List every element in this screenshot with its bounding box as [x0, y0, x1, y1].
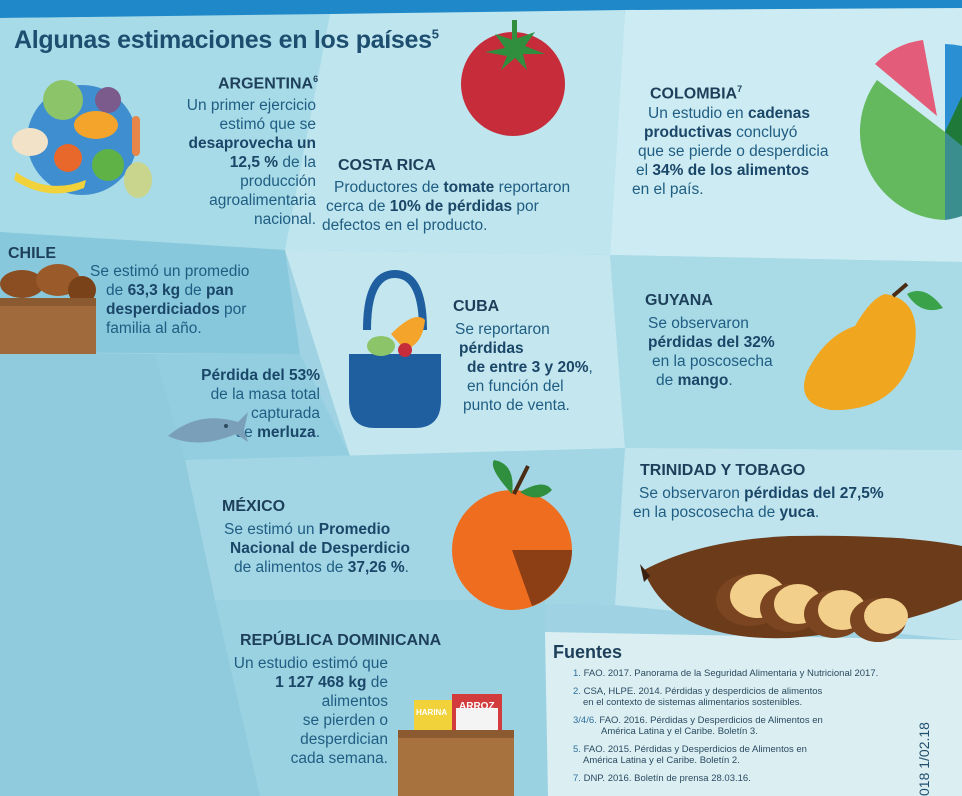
source-item: 5. FAO. 2015. Pérdidas y Desperdicios de… — [573, 743, 807, 767]
costa-rica-text: Productores de tomate reportaron cerca d… — [322, 179, 571, 234]
cuba-name: CUBA — [453, 298, 500, 315]
dominicana-name: REPÚBLICA DOMINICANA — [240, 632, 442, 649]
pie-chart-icon — [859, 40, 962, 220]
fish-icon — [168, 412, 248, 443]
mango-icon — [804, 282, 943, 411]
trinidad-name: TRINIDAD Y TOBAGO — [640, 462, 806, 479]
bread-basket-icon — [0, 264, 96, 354]
source-item: 1. FAO. 2017. Panorama de la Seguridad A… — [573, 668, 879, 679]
guyana-text: Se observaron pérdidas del 32% en la pos… — [648, 315, 775, 389]
tomato-icon — [461, 20, 565, 136]
side-date-text: 018 1/02.18 — [916, 722, 932, 796]
harina-label: HARINA — [416, 708, 448, 717]
argentina-text: Un primer ejercicio estimó que se desapr… — [186, 97, 316, 228]
chile-merluza-text: Pérdida del 53% de la masa total captura… — [201, 367, 320, 441]
source-item: 3/4/6. FAO. 2016. Pérdidas y Desperdicio… — [573, 714, 823, 738]
sources-title: Fuentes — [553, 642, 623, 662]
chile-name: CHILE — [8, 245, 56, 262]
chile-text: Se estimó un promedio de 63,3 kg de pan … — [90, 263, 250, 337]
mexico-text: Se estimó un Promedio Nacional de Desper… — [224, 521, 411, 576]
colombia-name: COLOMBIA7 — [650, 84, 743, 103]
argentina-name: ARGENTINA6 — [218, 74, 319, 93]
mexico-name: MÉXICO — [222, 498, 286, 515]
page-title: Algunas estimaciones en los países5 — [14, 26, 439, 54]
arroz-label: ARROZ — [459, 701, 495, 712]
trinidad-text: Se observaron pérdidas del 27,5% en la p… — [633, 485, 884, 521]
cassava-icon — [640, 535, 962, 642]
food-globe-icon — [12, 80, 152, 198]
dominicana-text: Un estudio estimó que 1 127 468 kg de al… — [233, 655, 388, 767]
orange-icon — [452, 460, 572, 610]
source-item: 7. DNP. 2016. Boletín de prensa 28.03.16… — [573, 772, 751, 784]
shopping-bag-icon — [349, 270, 441, 428]
costa-rica-name: COSTA RICA — [338, 157, 436, 174]
guyana-name: GUYANA — [645, 292, 713, 309]
colombia-text: Un estudio en cadenas productivas conclu… — [632, 105, 829, 198]
cuba-text: Se reportaron pérdidas de entre 3 y 20%,… — [455, 321, 593, 414]
sources-list: 1. FAO. 2017. Panorama de la Seguridad A… — [573, 668, 933, 784]
source-item: 2. CSA, HLPE. 2014. Pérdidas y desperdic… — [573, 685, 823, 709]
grocery-box-icon — [398, 694, 514, 796]
